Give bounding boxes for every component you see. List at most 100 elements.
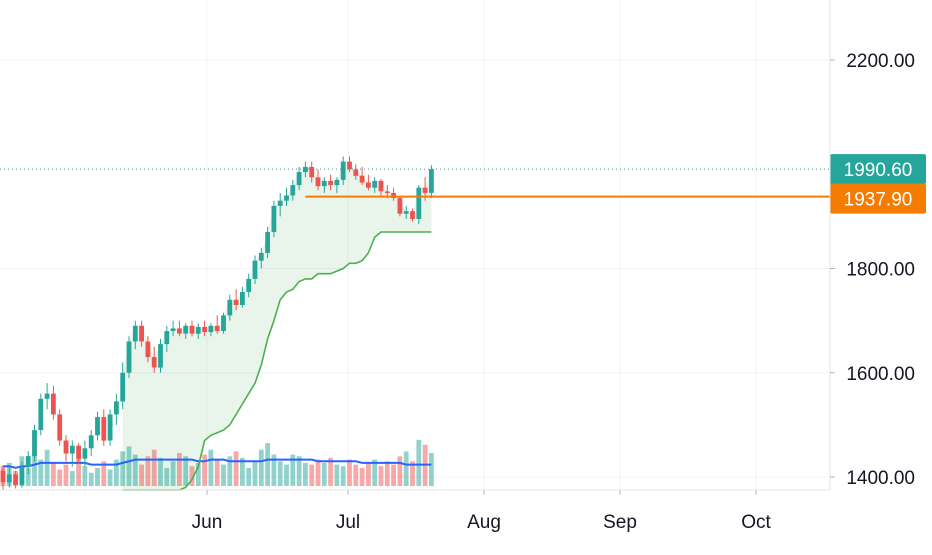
volume-bar (114, 459, 119, 486)
candle (95, 411, 100, 441)
volume-bar (208, 449, 214, 486)
trail-fill-area (122, 161, 432, 490)
candle (353, 164, 359, 180)
candle-body (429, 169, 434, 193)
volume-bar (189, 466, 195, 486)
volume-bar (416, 439, 422, 486)
candle (114, 393, 119, 425)
volume-bar (107, 469, 113, 486)
volume-bar (57, 469, 63, 486)
volume-bar (359, 467, 365, 486)
candle (277, 192, 283, 217)
volume-bar (303, 462, 308, 486)
candle-body (114, 401, 119, 415)
candle (151, 346, 157, 373)
candle (410, 208, 415, 222)
x-tick-label: Jul (336, 512, 360, 533)
candle-body (32, 430, 37, 457)
volume-bar (76, 457, 81, 486)
volume-bar (340, 466, 346, 486)
volume-bar (195, 462, 201, 486)
volume-bar (126, 446, 132, 486)
candle (315, 169, 321, 191)
x-tick-label: Oct (741, 512, 771, 533)
candle-body (13, 474, 18, 485)
stop-level-badge (830, 183, 926, 214)
candle-body (107, 414, 113, 441)
candle (366, 174, 371, 191)
candle (321, 177, 327, 193)
candle-body (126, 341, 132, 373)
volume-bar (95, 467, 100, 486)
axes: Jun Jul Aug Sep Oct 2200.00 1800.00 1600.00 1400… (0, 0, 915, 533)
volume-bar (82, 466, 88, 486)
last-price-badge (830, 154, 926, 185)
volume-bar (69, 471, 75, 486)
volume-bar (384, 461, 390, 487)
volume-bar (334, 464, 340, 486)
candle (82, 440, 88, 467)
volume-bar (164, 467, 170, 486)
candle-body (384, 191, 390, 193)
candle (88, 430, 94, 457)
volume-bar (328, 457, 333, 486)
candle (214, 315, 220, 334)
candle-body (19, 466, 25, 485)
candle-body (120, 372, 126, 402)
candle (246, 273, 252, 298)
candle (416, 185, 422, 225)
candle-body (63, 440, 69, 454)
candle-body (359, 175, 365, 183)
candle-body (183, 325, 189, 334)
candle (63, 435, 69, 462)
candle (126, 336, 132, 378)
y-tick-label: 2200.00 (846, 51, 915, 72)
volume-bar (32, 453, 37, 486)
candle-body (252, 260, 258, 279)
volume-bar (265, 443, 270, 486)
candle-body (246, 278, 252, 292)
candle-body (214, 325, 220, 331)
candle (208, 323, 214, 337)
candle (429, 165, 434, 199)
candle-body (25, 456, 31, 467)
x-tick-label: Aug (467, 512, 501, 533)
candle (240, 286, 245, 308)
candle-body (271, 205, 277, 232)
candle (258, 247, 264, 269)
candle-body (57, 414, 63, 441)
volume-bar (63, 464, 69, 486)
candle-body (177, 328, 182, 334)
candle (202, 320, 207, 337)
candle (0, 465, 6, 490)
volume-bar (429, 453, 434, 486)
volume-bar (158, 457, 163, 486)
candle (120, 362, 126, 410)
candle (32, 424, 37, 462)
volume-bar (290, 454, 296, 486)
candle-body (378, 180, 384, 192)
candle-body (69, 445, 75, 454)
volume-bar (397, 456, 403, 486)
last-price-label: 1990.60 (844, 160, 913, 181)
candle (6, 467, 12, 488)
trail-fill (122, 161, 432, 490)
y-tick-label: 1400.00 (846, 468, 915, 489)
candle-body (38, 398, 44, 431)
price-levels: 1990.60 1937.90 (0, 154, 926, 214)
candle-body (233, 299, 239, 305)
candle-body (353, 169, 359, 176)
candle-body (221, 315, 226, 331)
volume-bar (403, 451, 409, 486)
candle-body (403, 211, 409, 214)
volume-bar (120, 451, 126, 486)
volume-bar (227, 456, 233, 486)
candle (328, 174, 333, 191)
candle (340, 156, 346, 186)
candle-body (189, 325, 195, 334)
candle-body (296, 172, 302, 186)
volume-bar (145, 456, 151, 486)
grid (0, 0, 830, 490)
